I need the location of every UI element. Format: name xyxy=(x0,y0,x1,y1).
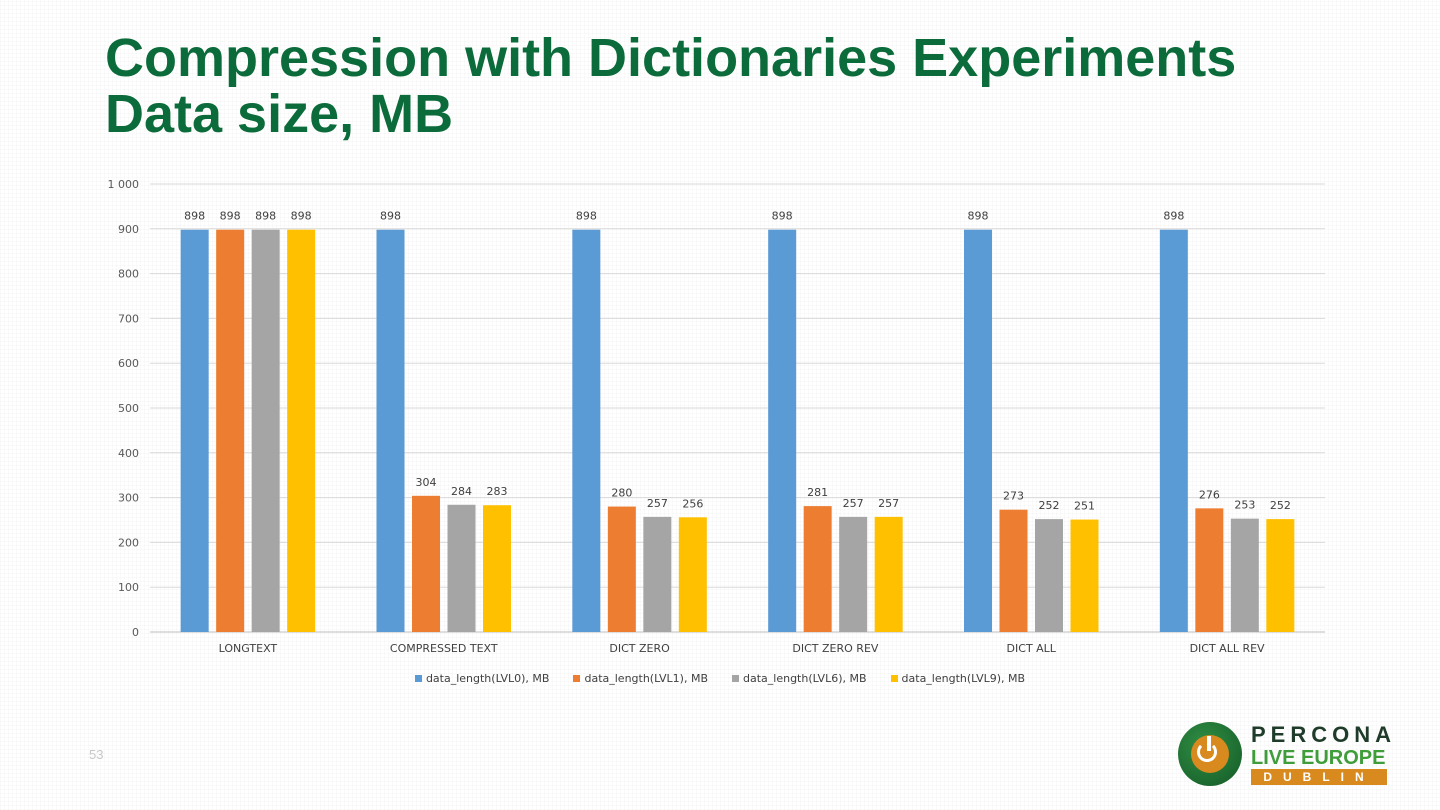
data-label: 283 xyxy=(487,485,508,498)
legend-swatch xyxy=(890,675,898,682)
data-label: 898 xyxy=(220,210,241,223)
bar xyxy=(999,509,1028,632)
data-label: 257 xyxy=(878,497,899,510)
bar xyxy=(251,229,280,633)
legend-label: data_length(LVL6), MB xyxy=(743,672,867,685)
legend-item: data_length(LVL0), MB xyxy=(414,672,550,685)
legend-label: data_length(LVL9), MB xyxy=(901,672,1026,685)
logo-word-percona: PERCONA xyxy=(1251,722,1397,747)
power-icon-stem xyxy=(1207,736,1211,751)
x-category-label: DICT ZERO REV xyxy=(792,642,878,655)
x-category-label: DICT ALL REV xyxy=(1190,642,1265,655)
y-tick-label: 600 xyxy=(118,357,139,370)
y-tick-label: 100 xyxy=(118,581,139,594)
bar xyxy=(1070,519,1099,632)
data-label: 256 xyxy=(682,497,703,510)
bar xyxy=(839,516,868,632)
page-number: 53 xyxy=(89,747,104,762)
slide-title: Compression with Dictionaries Experiment… xyxy=(105,30,1236,142)
bar xyxy=(483,505,511,632)
power-icon xyxy=(1197,742,1217,762)
y-tick-label: 900 xyxy=(118,223,139,236)
data-label: 257 xyxy=(647,497,668,510)
legend-swatch xyxy=(573,675,581,682)
bar xyxy=(678,517,707,632)
y-tick-label: 1 000 xyxy=(108,178,140,191)
y-tick-label: 200 xyxy=(118,536,139,549)
legend-item: data_length(LVL9), MB xyxy=(890,672,1026,685)
data-label: 280 xyxy=(611,487,632,500)
legend-item: data_length(LVL6), MB xyxy=(732,672,867,685)
data-label: 253 xyxy=(1234,499,1255,512)
legend-label: data_length(LVL1), MB xyxy=(584,672,708,685)
data-label: 284 xyxy=(451,485,472,498)
chart-legend: data_length(LVL0), MB data_length(LVL1), … xyxy=(0,672,1440,685)
logo-word-dublin: DUBLIN xyxy=(1251,769,1387,785)
bar xyxy=(607,506,636,632)
legend-swatch xyxy=(414,675,422,682)
logo-emblem xyxy=(1178,722,1242,786)
legend-label: data_length(LVL0), MB xyxy=(425,672,550,685)
bar xyxy=(376,229,405,633)
legend-item: data_length(LVL1), MB xyxy=(573,672,708,685)
data-label: 257 xyxy=(843,497,864,510)
data-label: 898 xyxy=(772,210,793,223)
bar xyxy=(447,504,476,632)
bar xyxy=(412,495,440,632)
y-tick-label: 300 xyxy=(118,492,139,505)
data-label: 276 xyxy=(1199,488,1220,501)
slide-title-line1: Compression with Dictionaries Experiment… xyxy=(105,28,1237,88)
bar xyxy=(803,506,832,632)
data-label: 273 xyxy=(1003,490,1024,503)
percona-live-europe-logo: PERCONA LIVE EUROPE DUBLIN xyxy=(1178,722,1391,788)
y-tick-label: 500 xyxy=(118,402,139,415)
data-label: 304 xyxy=(416,476,437,489)
bar xyxy=(1159,229,1188,633)
data-label: 898 xyxy=(968,210,989,223)
data-label: 898 xyxy=(576,210,597,223)
bar xyxy=(1266,519,1295,632)
bar xyxy=(1195,508,1224,632)
bar xyxy=(874,516,903,632)
data-label: 281 xyxy=(807,486,828,499)
bar xyxy=(216,229,245,633)
bar xyxy=(572,229,601,633)
x-category-label: DICT ZERO xyxy=(609,642,670,655)
data-label: 898 xyxy=(1163,210,1184,223)
y-tick-label: 0 xyxy=(132,626,139,639)
y-tick-label: 800 xyxy=(118,268,139,281)
data-label: 898 xyxy=(380,210,401,223)
slide-title-line2: Data size, MB xyxy=(105,84,454,144)
data-label: 251 xyxy=(1074,500,1095,513)
logo-word-live-europe: LIVE EUROPE xyxy=(1251,747,1386,769)
x-category-label: DICT ALL xyxy=(1007,642,1057,655)
data-label: 898 xyxy=(291,210,312,223)
bar xyxy=(1035,519,1063,632)
bar xyxy=(287,229,316,633)
data-label: 252 xyxy=(1039,499,1060,512)
bar xyxy=(643,516,672,632)
data-label: 898 xyxy=(255,210,276,223)
data-label: 898 xyxy=(184,210,205,223)
bar xyxy=(964,229,992,633)
data-label: 252 xyxy=(1270,499,1291,512)
bar xyxy=(768,229,797,633)
x-category-label: COMPRESSED TEXT xyxy=(390,642,498,655)
x-category-label: LONGTEXT xyxy=(219,642,278,655)
bar xyxy=(180,229,209,633)
y-tick-label: 400 xyxy=(118,447,139,460)
bar-chart: 0 100 200 300 400 500 600 700 800 900 1 000 898 898 8… xyxy=(108,178,1325,655)
legend-swatch xyxy=(732,675,739,682)
y-tick-label: 700 xyxy=(118,312,139,325)
bar xyxy=(1230,518,1259,632)
